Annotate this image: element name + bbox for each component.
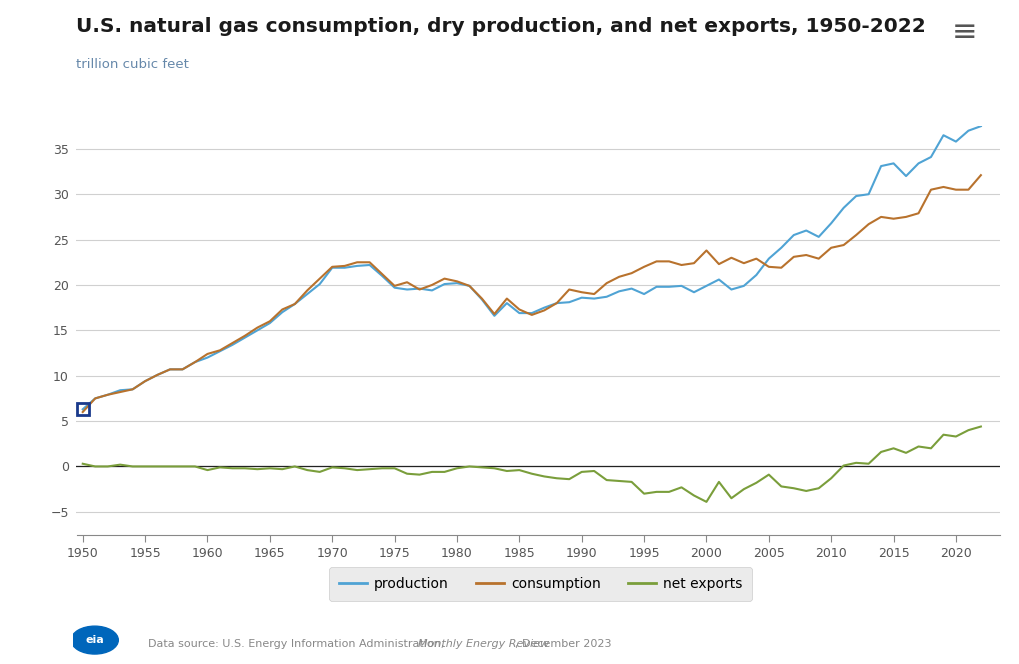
Text: trillion cubic feet: trillion cubic feet xyxy=(76,58,190,71)
Circle shape xyxy=(71,626,118,654)
Text: eia: eia xyxy=(86,635,104,645)
Text: Data source: U.S. Energy Information Administration,: Data source: U.S. Energy Information Adm… xyxy=(148,639,447,649)
Legend: production, consumption, net exports: production, consumption, net exports xyxy=(329,567,751,601)
Text: Monthly Energy Review: Monthly Energy Review xyxy=(418,639,549,649)
Text: ≡: ≡ xyxy=(951,18,976,47)
Text: U.S. natural gas consumption, dry production, and net exports, 1950-2022: U.S. natural gas consumption, dry produc… xyxy=(76,17,925,36)
Text: , December 2023: , December 2023 xyxy=(515,639,611,649)
